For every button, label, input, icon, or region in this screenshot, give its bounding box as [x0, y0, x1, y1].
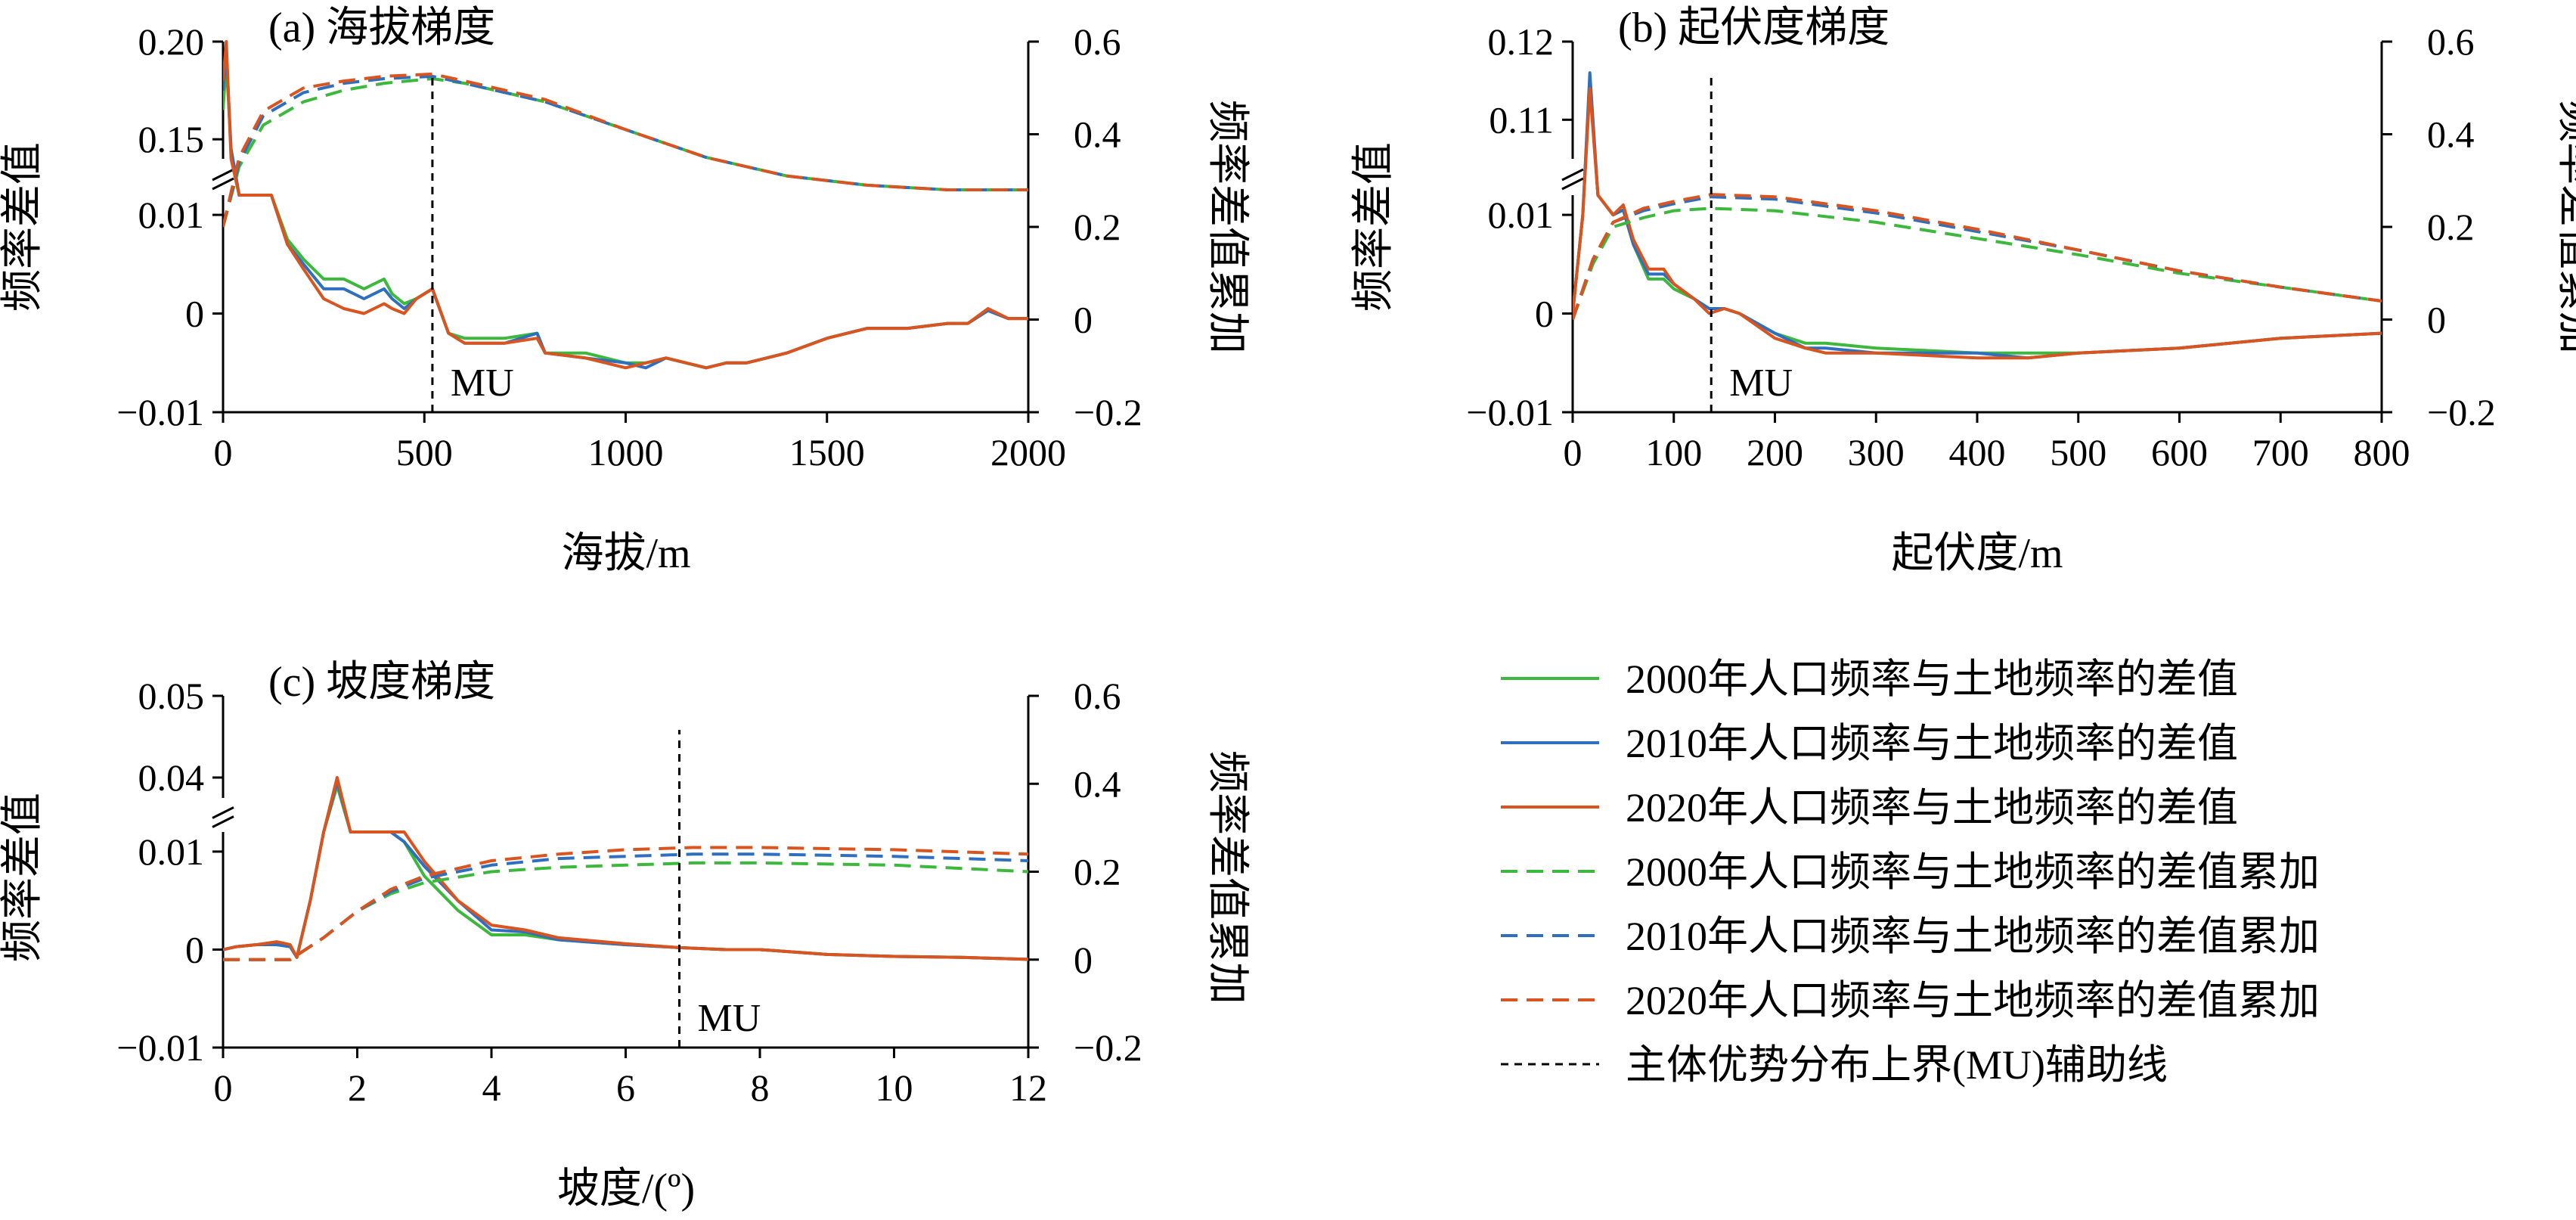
- y2-tick-label: 0.4: [1074, 113, 1121, 156]
- panel-title: (b) 起伏度梯度: [1618, 5, 1889, 51]
- axis-break-mark: [1561, 168, 1584, 182]
- y2-tick-label: 0: [1074, 939, 1093, 981]
- x-tick-label: 1500: [789, 431, 865, 473]
- series-a-2000-difference: [223, 59, 1028, 370]
- panel-title: (a) 海拔梯度: [268, 5, 495, 51]
- x-tick-label: 1000: [588, 431, 664, 473]
- y2-axis-label: 频率差值累加: [1204, 100, 1251, 354]
- series-b-2000-cumulative: [1573, 206, 2382, 321]
- x-tick-label: 500: [396, 431, 453, 473]
- axis-break-mark: [212, 815, 234, 828]
- series-b-2010-difference: [1573, 71, 2382, 360]
- y-tick-label: −0.01: [116, 1026, 204, 1069]
- y2-tick-label: −0.2: [1074, 1026, 1142, 1069]
- series-a-2010-difference: [223, 49, 1028, 370]
- x-axis-label: 起伏度/m: [1891, 530, 2063, 577]
- x-tick-label: 2000: [990, 431, 1066, 473]
- x-axis-label: 坡度/(º): [557, 1166, 695, 1212]
- series-b-2010-cumulative: [1573, 195, 2382, 321]
- series-a-2020-difference: [223, 40, 1028, 370]
- legend-item-label: 2000年人口频率与土地频率的差值: [1626, 657, 2238, 702]
- y2-tick-label: −0.2: [2427, 391, 2496, 433]
- legend-item-label: 2000年人口频率与土地频率的差值累加: [1626, 849, 2320, 895]
- x-tick-label: 8: [751, 1066, 770, 1109]
- legend-item-label: 2020年人口频率与土地频率的差值: [1626, 785, 2238, 830]
- y2-tick-label: 0.2: [1074, 206, 1121, 248]
- y2-tick-label: 0.6: [2427, 20, 2475, 63]
- panel-title: (c) 坡度梯度: [268, 659, 495, 706]
- y-tick-label: 0: [185, 293, 204, 335]
- axis-break-mark: [212, 177, 234, 191]
- legend-item-label: 2010年人口频率与土地频率的差值累加: [1626, 914, 2320, 959]
- y2-tick-label: 0.4: [1074, 762, 1121, 805]
- series-c-2020-difference: [223, 776, 1028, 961]
- y-tick-label: 0.01: [138, 830, 205, 873]
- y-tick-label: 0: [185, 928, 204, 970]
- series-b-2020-difference: [1573, 87, 2382, 360]
- x-tick-label: 10: [876, 1066, 913, 1109]
- series-a-2000-cumulative: [223, 77, 1028, 228]
- x-tick-label: 0: [214, 431, 233, 473]
- legend-item-label: 主体优势分布上界(MU)辅助线: [1626, 1042, 2168, 1088]
- y-tick-label: 0.12: [1488, 20, 1555, 63]
- y-tick-label: 0.15: [138, 118, 205, 160]
- x-tick-label: 200: [1747, 431, 1803, 473]
- y-tick-label: −0.01: [116, 391, 204, 433]
- x-axis-label: 海拔/m: [561, 530, 690, 577]
- x-tick-label: 800: [2354, 431, 2410, 473]
- y2-tick-label: 0.6: [1074, 675, 1121, 717]
- x-tick-label: 12: [1009, 1066, 1047, 1109]
- axis-break-mark: [1561, 177, 1584, 191]
- x-tick-label: 300: [1848, 431, 1905, 473]
- x-tick-label: 0: [1564, 431, 1582, 473]
- x-tick-label: 2: [348, 1066, 367, 1109]
- series-b-2000-difference: [1573, 79, 2382, 355]
- mu-label: MU: [698, 997, 761, 1040]
- series-c-2020-cumulative: [223, 846, 1028, 961]
- mu-label: MU: [1729, 362, 1793, 405]
- x-tick-label: 400: [1949, 431, 2006, 473]
- y-tick-label: −0.01: [1466, 391, 1554, 433]
- axis-break-mark: [212, 806, 234, 819]
- panel-c-slope: 0 2 4 6 8 10 12−0.0100.010.040.05−0.200.20.40.…: [0, 659, 1251, 1212]
- y2-tick-label: 0.6: [1074, 20, 1121, 63]
- y-tick-label: 0.04: [138, 756, 205, 799]
- y2-tick-label: 0: [2427, 299, 2446, 341]
- x-tick-label: 100: [1645, 431, 1702, 473]
- y2-tick-label: 0: [1074, 299, 1093, 341]
- y-axis-label: 频率差值: [0, 793, 46, 962]
- legend-item-label: 2010年人口频率与土地频率的差值: [1626, 721, 2238, 766]
- y-tick-label: 0.01: [138, 194, 205, 236]
- y-axis-label: 频率差值: [0, 142, 46, 312]
- panel-b-relief: 0 100 200 300 400 500 600 700 800−0.0100.010.110…: [1350, 5, 2576, 577]
- legend: 2000年人口频率与土地频率的差值 2010年人口频率与土地频率的差值 2020年人…: [1501, 657, 2320, 1088]
- y-tick-label: 0.05: [138, 675, 205, 717]
- y-tick-label: 0.20: [138, 20, 205, 63]
- mu-label: MU: [451, 362, 514, 405]
- y-tick-label: 0: [1535, 293, 1554, 335]
- x-tick-label: 500: [2050, 431, 2106, 473]
- y2-axis-label: 频率差值累加: [1204, 750, 1251, 1004]
- series-b-2020-cumulative: [1573, 193, 2382, 321]
- legend-item-label: 2020年人口频率与土地频率的差值累加: [1626, 978, 2320, 1023]
- x-tick-label: 4: [482, 1066, 501, 1109]
- x-tick-label: 600: [2151, 431, 2208, 473]
- axis-break-mark: [212, 168, 234, 182]
- y2-tick-label: 0.4: [2427, 113, 2475, 156]
- x-tick-label: 700: [2252, 431, 2309, 473]
- y-axis-label: 频率差值: [1350, 142, 1397, 312]
- panel-a-elevation: 0 500 1000 1500 2000−0.0100.010.150.20−0.200…: [0, 5, 1251, 577]
- series-a-2010-cumulative: [223, 74, 1028, 228]
- y2-tick-label: −0.2: [1074, 391, 1142, 433]
- y-tick-label: 0.11: [1489, 98, 1554, 141]
- y2-tick-label: 0.2: [2427, 206, 2475, 248]
- y2-axis-label: 频率差值累加: [2553, 100, 2576, 354]
- x-tick-label: 0: [214, 1066, 233, 1109]
- y-tick-label: 0.01: [1488, 194, 1555, 236]
- series-a-2020-cumulative: [223, 72, 1028, 228]
- x-tick-label: 6: [616, 1066, 635, 1109]
- y2-tick-label: 0.2: [1074, 851, 1121, 893]
